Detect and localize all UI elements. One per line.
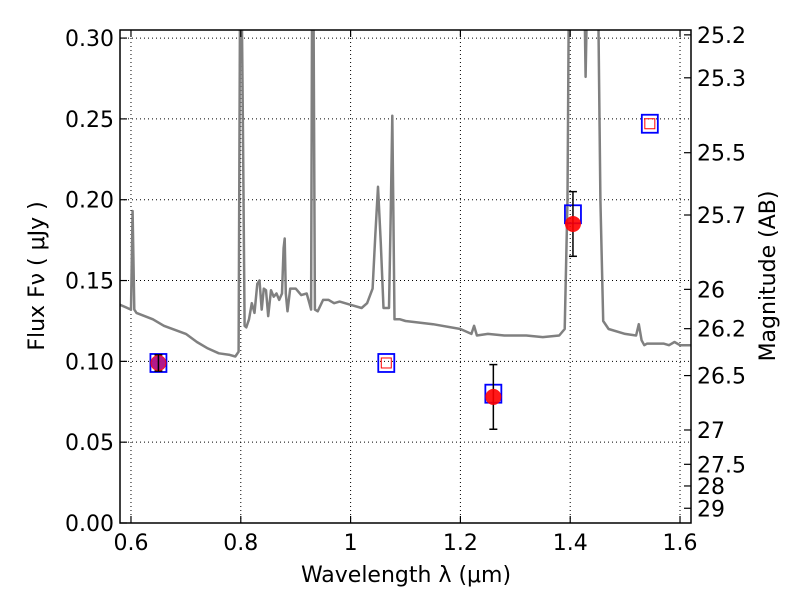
y-axis-right-label: Magnitude (AB) bbox=[756, 191, 781, 362]
sed-line bbox=[120, 30, 691, 358]
y-tick-label: 0.30 bbox=[65, 27, 114, 52]
mag-tick-label: 28 bbox=[697, 475, 725, 500]
mag-tick-label: 27.5 bbox=[697, 453, 746, 478]
mag-tick-label: 25.2 bbox=[697, 24, 746, 49]
x-axis-ticks: 0.6 0.8 1 1.2 1.4 1.6 bbox=[113, 30, 698, 556]
x-tick-label: 1 bbox=[344, 531, 358, 556]
mag-tick-label: 25.7 bbox=[697, 204, 746, 229]
x-tick-label: 1.6 bbox=[663, 531, 698, 556]
mag-tick-label: 26 bbox=[697, 278, 725, 303]
photometry-markers bbox=[149, 113, 659, 430]
x-tick-label: 1.2 bbox=[443, 531, 478, 556]
upper-limit-point bbox=[644, 118, 656, 130]
x-axis-label: Wavelength λ (μm) bbox=[301, 563, 511, 588]
observed-photometry-point bbox=[564, 215, 581, 232]
x-tick-label: 0.6 bbox=[113, 531, 148, 556]
grid-lines bbox=[120, 30, 691, 524]
mag-tick-label: 27 bbox=[697, 419, 725, 444]
y-tick-label: 0.00 bbox=[65, 512, 114, 537]
mag-tick-label: 26.2 bbox=[697, 318, 746, 343]
y-tick-label: 0.20 bbox=[65, 189, 114, 214]
model-photometry-point bbox=[377, 353, 396, 373]
y-axis-left-label: Flux Fν ( μJy ) bbox=[25, 201, 50, 350]
mag-tick-label: 29 bbox=[697, 497, 725, 522]
mag-tick-label: 25.5 bbox=[697, 142, 746, 167]
y-tick-label: 0.15 bbox=[65, 270, 114, 295]
y-axis-left-ticks: 0.00 0.05 0.10 0.15 0.20 0.25 0.30 bbox=[65, 27, 127, 537]
x-tick-label: 0.8 bbox=[223, 531, 258, 556]
plot-frame bbox=[119, 29, 692, 524]
observed-photometry-point bbox=[485, 388, 502, 405]
x-tick-label: 1.4 bbox=[553, 531, 588, 556]
model-photometry-point bbox=[640, 113, 659, 134]
mag-tick-label: 26.5 bbox=[697, 365, 746, 390]
y-tick-label: 0.10 bbox=[65, 350, 114, 375]
y-tick-label: 0.05 bbox=[65, 431, 114, 456]
y-tick-label: 0.25 bbox=[65, 108, 114, 133]
sed-curve bbox=[120, 30, 691, 358]
mag-tick-label: 25.3 bbox=[697, 67, 746, 92]
upper-limit-point bbox=[380, 357, 392, 369]
